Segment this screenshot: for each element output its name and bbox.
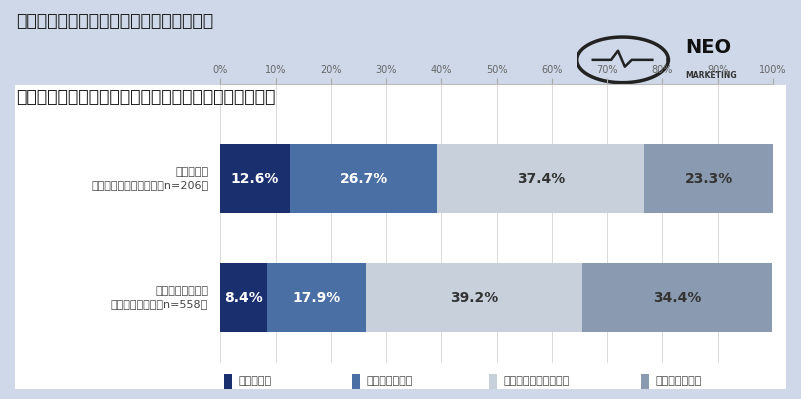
Bar bbox=[267, 263, 365, 332]
Bar bbox=[220, 144, 290, 213]
Bar bbox=[220, 263, 267, 332]
Text: あてはまる: あてはまる bbox=[239, 376, 272, 387]
Bar bbox=[437, 144, 644, 213]
Text: 17.9%: 17.9% bbox=[292, 291, 340, 305]
Text: NEO: NEO bbox=[685, 38, 731, 57]
Text: 12.6%: 12.6% bbox=[231, 172, 280, 186]
Text: 26.7%: 26.7% bbox=[340, 172, 388, 186]
Bar bbox=[582, 263, 772, 332]
Bar bbox=[290, 144, 437, 213]
Text: 34.4%: 34.4% bbox=[653, 291, 702, 305]
Bar bbox=[644, 144, 773, 213]
Bar bbox=[365, 263, 582, 332]
Text: あてはまらない: あてはまらない bbox=[655, 376, 702, 387]
Text: 8.4%: 8.4% bbox=[224, 291, 263, 305]
Text: 23.3%: 23.3% bbox=[684, 172, 733, 186]
Text: 37.4%: 37.4% bbox=[517, 172, 565, 186]
Text: 自己資金で事業を
行なっている方（n=558）: 自己資金で事業を 行なっている方（n=558） bbox=[111, 286, 208, 309]
Text: 増資または
負債で資金調達した方（n=206）: 増資または 負債で資金調達した方（n=206） bbox=[91, 167, 208, 190]
Text: 敷金分のお金があれば社員をもっと雇用していたと思う: 敷金分のお金があれば社員をもっと雇用していたと思う bbox=[16, 88, 276, 106]
Text: ややあてはまる: ややあてはまる bbox=[367, 376, 413, 387]
Text: オフィスビルの敷金（保証金）について、: オフィスビルの敷金（保証金）について、 bbox=[16, 12, 213, 30]
Text: あまりあてはまらない: あまりあてはまらない bbox=[503, 376, 570, 387]
Text: MARKETING: MARKETING bbox=[685, 71, 737, 80]
Text: 39.2%: 39.2% bbox=[450, 291, 498, 305]
